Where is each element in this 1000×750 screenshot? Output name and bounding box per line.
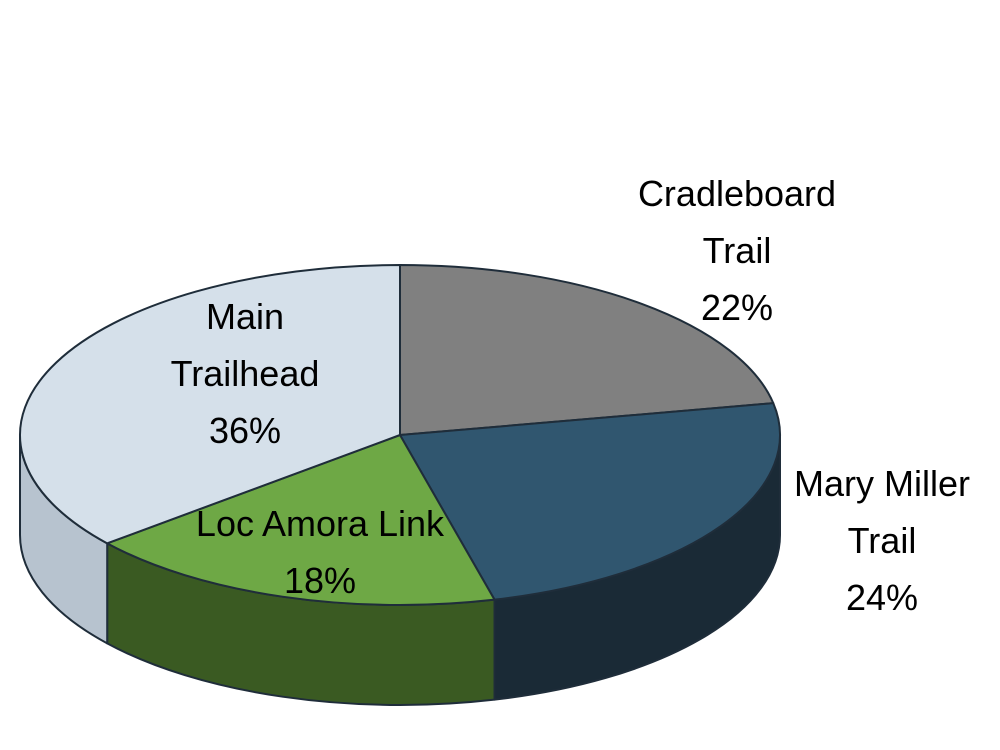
category-label: Mary Miller Trail bbox=[794, 463, 970, 561]
value-label: 24% bbox=[845, 577, 919, 618]
data-label: Loc Amora Link 18% bbox=[155, 495, 485, 609]
data-label: Main Trailhead 36% bbox=[140, 288, 350, 459]
slice bbox=[399, 264, 775, 436]
data-label: Cradleboard Trail 22% bbox=[612, 165, 862, 336]
slice bbox=[19, 264, 401, 545]
slice bbox=[106, 434, 496, 606]
value-label: 36% bbox=[208, 410, 282, 451]
category-label: Main Trailhead bbox=[170, 296, 320, 394]
slice bbox=[399, 402, 781, 601]
value-label: 22% bbox=[700, 287, 774, 328]
data-label: Mary Miller Trail 24% bbox=[762, 455, 1000, 626]
value-label: 18% bbox=[283, 560, 357, 601]
category-label: Loc Amora Link bbox=[195, 503, 445, 544]
category-label: Cradleboard Trail bbox=[637, 173, 837, 271]
